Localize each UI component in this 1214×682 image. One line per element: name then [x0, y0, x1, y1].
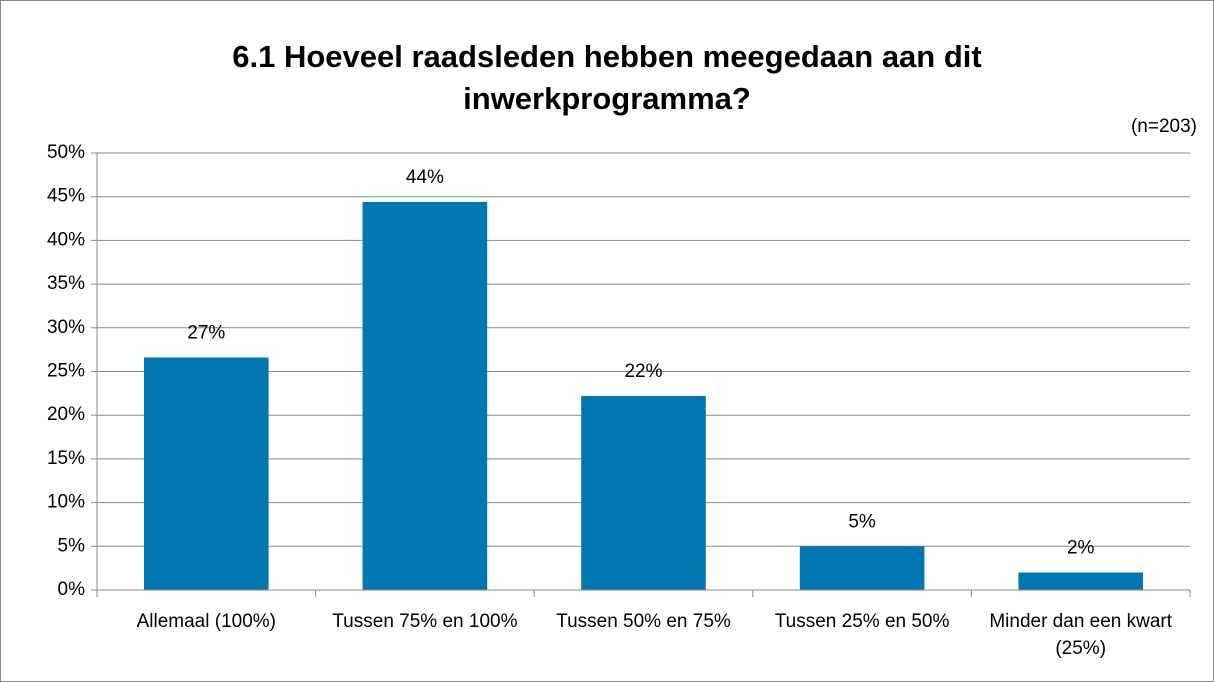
x-tick-label: Tussen 75% en 100%	[332, 611, 518, 632]
y-tick-label: 30%	[47, 317, 85, 338]
data-label: 5%	[848, 511, 876, 532]
y-tick-label: 5%	[58, 535, 86, 556]
x-tick-label: Tussen 25% en 50%	[774, 611, 950, 632]
chart-title: 6.1 Hoeveel raadsleden hebben meegedaan …	[232, 39, 982, 116]
y-tick-label: 35%	[47, 273, 85, 294]
x-tick-label: Allemaal (100%)	[136, 611, 276, 632]
y-tick-label: 10%	[47, 492, 85, 513]
y-tick-label: 20%	[47, 404, 85, 425]
x-tick-label: Tussen 50% en 75%	[556, 611, 731, 632]
bar	[1018, 572, 1144, 590]
y-tick-label: 0%	[58, 579, 86, 600]
bar	[362, 201, 488, 590]
y-tick-label: 15%	[47, 448, 85, 469]
data-label: 27%	[187, 323, 225, 344]
x-tick-label: Minder dan een kwart (25%)	[989, 611, 1173, 659]
y-tick-label: 40%	[47, 229, 85, 250]
bar	[143, 357, 269, 590]
chart-subtitle: (n=203)	[1131, 116, 1197, 137]
data-label: 2%	[1067, 538, 1095, 559]
y-tick-label: 45%	[47, 186, 85, 207]
bar	[799, 546, 925, 590]
data-label: 22%	[624, 361, 662, 382]
data-label: 44%	[406, 167, 444, 188]
bar	[581, 395, 706, 590]
y-tick-label: 25%	[47, 361, 85, 382]
y-tick-label: 50%	[47, 142, 85, 163]
